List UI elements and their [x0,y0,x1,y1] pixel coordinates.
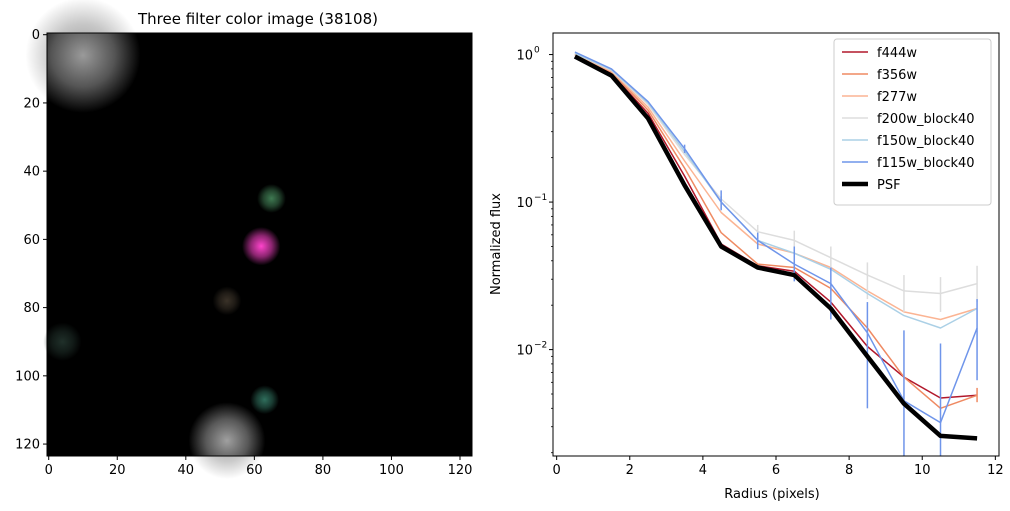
series-line-f150w_block40 [574,52,978,329]
profile-xtick-label: 8 [845,463,853,478]
source-blob [250,385,280,415]
source-blob [242,227,281,266]
legend-label: f356w [877,68,917,83]
image-ytick-label: 40 [23,165,40,180]
image-xtick-label: 80 [315,463,332,478]
profile-xtick-label: 2 [626,463,634,478]
legend-label: f277w [877,90,917,105]
image-title: Three filter color image (38108) [137,10,378,28]
series-line-f277w [574,53,978,321]
profile-frame [552,32,1000,457]
series-line-f356w [574,53,978,410]
profile-xtick-label: 4 [699,463,707,478]
legend-label: f444w [877,46,917,61]
image-xtick-label: 40 [178,463,195,478]
series-line-f444w [574,53,978,399]
legend: f444w f356w f277w f200w_block40 f150w_block4… [833,38,992,206]
image-ytick-label: 100 [15,369,40,384]
image-ytick-label: 20 [23,96,40,111]
legend-label: f200w_block40 [877,112,975,127]
profile-series [573,51,978,456]
source-blob [43,322,82,361]
image-panel: Three filter color image (38108) 0 20 40 60… [15,0,473,480]
profile-xtick-label: 10 [914,463,931,478]
image-ytick-label: 60 [23,233,40,248]
series-line-f115w_block40 [574,51,978,424]
image-ytick-label: 120 [15,438,40,453]
image-xtick-label: 100 [379,463,404,478]
legend-box [833,38,992,206]
series-line-f200w_block40 [574,52,978,295]
legend-label: PSF [877,178,901,193]
source-blob [25,0,141,113]
profile-ytick-label: 10 [516,196,533,211]
image-xtick-label: 0 [45,463,53,478]
profile-ytick-exponent: 0 [534,46,540,56]
profile-ytick-exponent: −1 [534,193,547,203]
image-xtick-label: 120 [448,463,473,478]
image-ytick-label: 80 [23,301,40,316]
series-line-PSF [573,54,978,441]
image-xtick-label: 20 [109,463,126,478]
profile-xtick-label: 12 [987,463,1004,478]
legend-label: f115w_block40 [877,156,975,171]
profile-ylabel: Normalized flux [489,193,504,295]
image-axes: 0 20 40 60 80 100 120 0 20 40 60 80 100 120 [15,28,472,478]
profile-xlabel: Radius (pixels) [724,487,819,502]
profile-ytick-label: 10 [516,344,533,359]
source-blob [188,402,266,480]
legend-label: f150w_block40 [877,134,975,149]
source-blob [212,286,242,316]
image-ytick-label: 0 [32,28,40,43]
profile-xtick-label: 0 [553,463,561,478]
profile-xtick-label: 6 [772,463,780,478]
profile-ytick-label: 10 [516,49,533,64]
profile-ytick-exponent: −2 [534,341,547,351]
source-blob [257,184,286,213]
image-xtick-label: 60 [246,463,263,478]
image-frame [46,32,473,457]
color-image-sources [25,0,286,480]
